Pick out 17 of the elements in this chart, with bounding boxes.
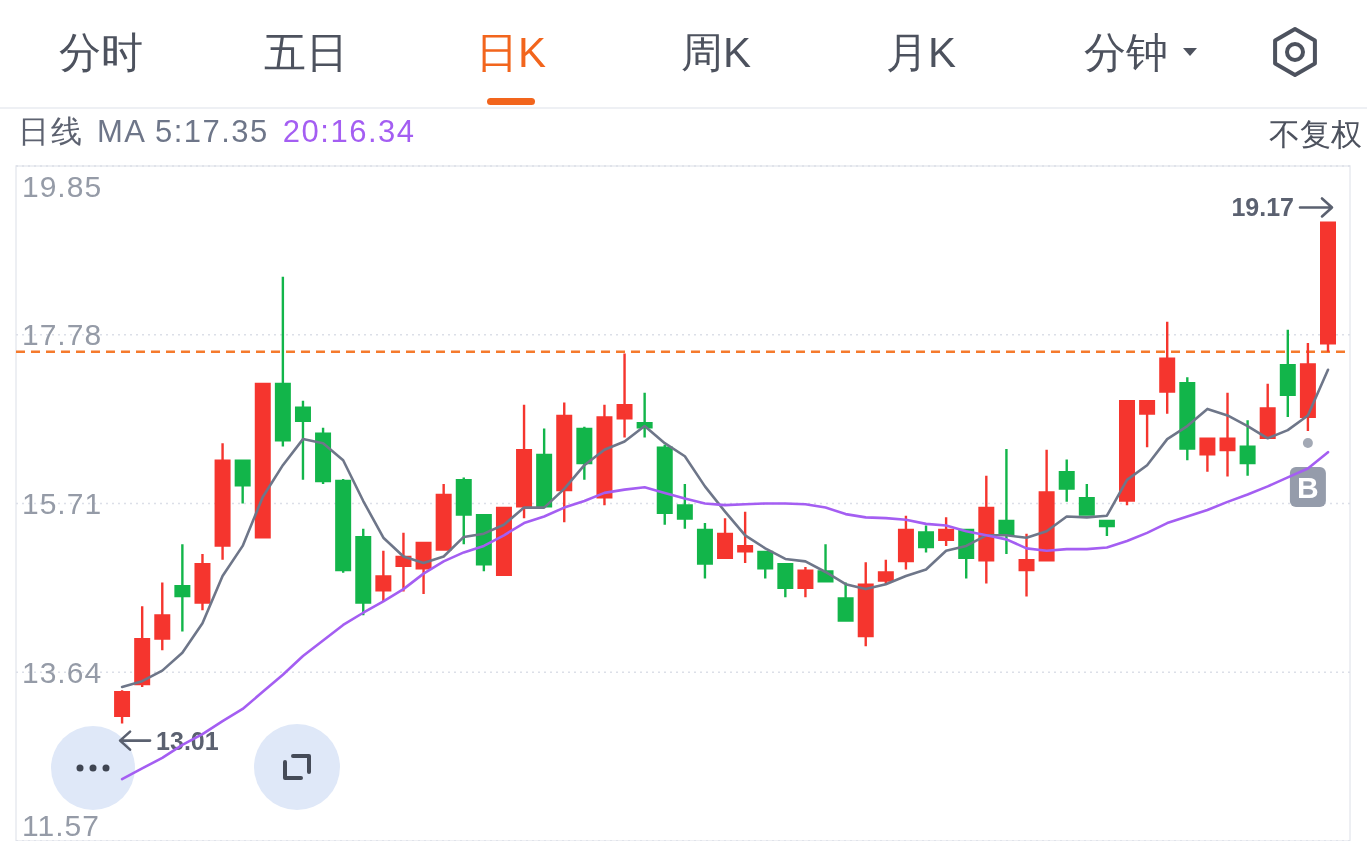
annotation: B <box>1297 471 1319 505</box>
y-tick-label: 11.57 <box>22 808 100 841</box>
text: 20:16.34 <box>282 113 416 149</box>
y-tick-label: 17.78 <box>22 318 103 352</box>
annotation: 19.17 <box>1231 193 1294 222</box>
text: 五日 <box>264 28 348 76</box>
legend-title: 日线 <box>18 113 83 149</box>
y-tick-label: 15.71 <box>22 487 103 520</box>
text: 月K <box>885 28 957 76</box>
y-tick-label: 19.85 <box>22 169 103 203</box>
text: 周K <box>680 28 752 76</box>
text: 不复权 <box>1269 116 1362 152</box>
text: 分时 <box>59 28 143 76</box>
text: 分钟 <box>1084 28 1168 76</box>
y-tick-label: 13.64 <box>22 655 103 689</box>
text: 日K <box>475 28 547 76</box>
text: MA 5:17.35 <box>97 113 269 149</box>
